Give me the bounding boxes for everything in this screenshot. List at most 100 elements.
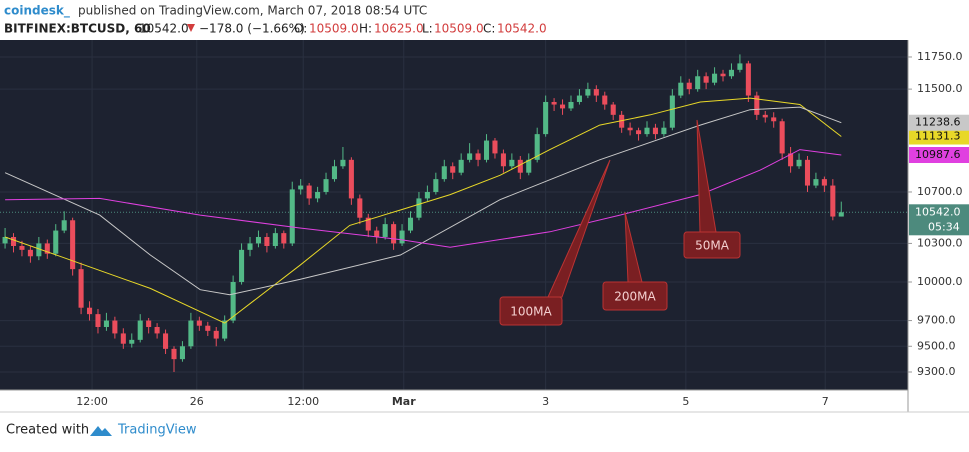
candle-body: [433, 179, 439, 192]
candle-body: [255, 236, 261, 244]
candle-body: [745, 63, 751, 96]
candle-body: [188, 320, 194, 347]
candle-body: [576, 95, 582, 102]
candle-body: [585, 89, 591, 96]
candle-body: [365, 217, 371, 231]
candle-body: [53, 230, 59, 254]
candle-body: [331, 166, 338, 180]
candle-body: [348, 159, 354, 199]
candle-body: [661, 127, 667, 135]
candle-body: [230, 281, 236, 321]
candle-body: [686, 82, 692, 90]
ma-value-label: 11238.6: [915, 116, 961, 129]
candle-body: [239, 249, 245, 282]
candle-body: [340, 159, 346, 167]
candle-body: [636, 130, 642, 135]
candle-body: [788, 153, 794, 167]
publisher: coindesk_: [4, 4, 70, 19]
candle-body: [154, 326, 160, 334]
candle-body: [483, 140, 490, 160]
x-tick-label: 26: [190, 395, 204, 408]
callout-box: [683, 231, 741, 259]
candle-body: [627, 127, 633, 131]
plot: [0, 40, 908, 390]
candle-body: [247, 243, 253, 250]
candle-body: [475, 153, 481, 160]
x-tick-label: 5: [682, 395, 689, 408]
candle-body: [129, 339, 135, 344]
c-value: 10542.0: [497, 22, 547, 36]
l-label: L:: [422, 22, 433, 36]
candle-body: [10, 236, 17, 246]
candle-body: [619, 114, 625, 128]
logo: [90, 426, 112, 436]
candle-body: [543, 101, 549, 135]
ma-value-label: 11131.3: [915, 130, 961, 143]
y-tick-label: 10700.0: [917, 185, 963, 198]
candle-body: [492, 140, 498, 154]
h-value: 10625.0: [374, 22, 424, 36]
candle-body: [61, 220, 67, 231]
h-label: H:: [359, 22, 372, 36]
candle-body: [36, 243, 42, 257]
y-tick-label: 10300.0: [917, 236, 963, 249]
candle-body: [281, 233, 287, 244]
x-tick-label: 3: [542, 395, 549, 408]
candle-body: [103, 320, 109, 327]
candle-body: [517, 159, 523, 173]
candle-body: [374, 230, 380, 237]
candle-body: [652, 127, 658, 135]
candle-body: [264, 236, 270, 246]
candle-body: [27, 249, 33, 257]
ma-value-box: [909, 128, 969, 145]
candle-body: [771, 117, 777, 122]
candle-body: [44, 243, 50, 254]
ma-line: [4, 97, 842, 324]
candle-body: [838, 212, 844, 217]
candle-body: [821, 179, 827, 186]
candle-body: [196, 320, 202, 326]
y-tick-label: 9700.0: [917, 314, 956, 327]
o-value: 10509.0: [309, 22, 359, 36]
candle-body: [534, 134, 540, 160]
candle-body: [146, 320, 152, 327]
candle-body: [391, 224, 397, 244]
candle-body: [728, 69, 735, 77]
candle-body: [19, 245, 25, 250]
candle-body: [298, 185, 304, 190]
candle-body: [205, 325, 211, 331]
candle-body: [644, 127, 650, 135]
last-price-box: [909, 204, 969, 236]
candle-body: [78, 269, 84, 308]
published: published on TradingView.com, March 07, …: [78, 4, 427, 18]
candle-body: [593, 89, 599, 96]
x-tick-label: Mar: [392, 395, 416, 408]
y-tick-label: 11750.0: [917, 50, 963, 63]
down-arrow: [187, 24, 195, 32]
c-label: C:: [483, 22, 495, 36]
candle-body: [163, 333, 169, 349]
candle-body: [272, 233, 278, 246]
footer-brand: TradingView: [117, 423, 197, 438]
candle-body: [669, 95, 675, 128]
candle-body: [754, 95, 760, 115]
y-tick-label: 10000.0: [917, 275, 963, 288]
ma-line: [5, 149, 842, 248]
candle-body: [171, 348, 177, 360]
candle-body: [315, 191, 321, 199]
candle-body: [568, 101, 574, 109]
last-price-label: 10542.0: [915, 205, 961, 218]
candle-body: [289, 189, 295, 244]
x-tick-label: 7: [822, 395, 829, 408]
candle-body: [441, 166, 447, 180]
symbol: BITFINEX:BTCUSD, 60: [4, 22, 151, 36]
candle-body: [86, 307, 93, 315]
candle-body: [357, 198, 363, 218]
ma-value-label: 10987.6: [915, 148, 961, 161]
candle-body: [120, 333, 126, 344]
candle-body: [509, 159, 515, 167]
callout-label: 50MA: [695, 239, 730, 253]
footer-created: Created with: [6, 423, 89, 438]
candle-body: [416, 198, 422, 218]
